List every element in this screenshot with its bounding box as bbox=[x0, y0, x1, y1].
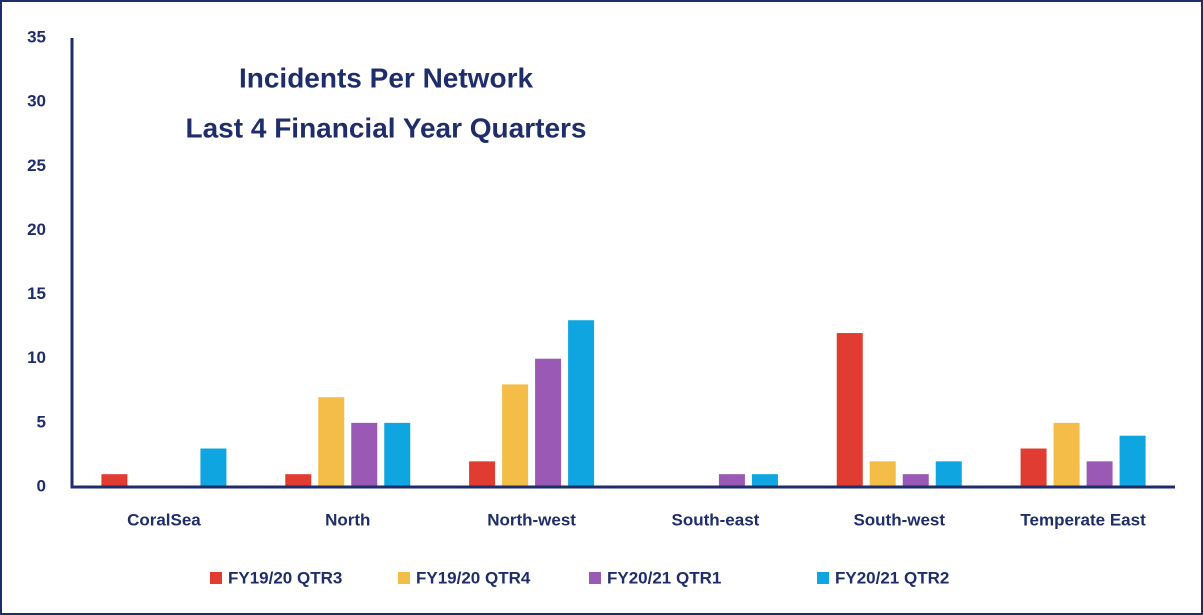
bar bbox=[1119, 435, 1146, 487]
bar bbox=[200, 448, 227, 487]
y-tick-label: 10 bbox=[27, 348, 46, 367]
bar bbox=[1053, 422, 1080, 487]
bar bbox=[469, 461, 496, 487]
bar bbox=[902, 474, 929, 487]
bar bbox=[318, 397, 345, 487]
bar bbox=[285, 474, 312, 487]
bar bbox=[568, 320, 595, 487]
y-tick-label: 15 bbox=[27, 284, 46, 303]
legend-swatch bbox=[398, 572, 410, 584]
bar bbox=[836, 333, 863, 487]
x-tick-label: Temperate East bbox=[1020, 510, 1146, 529]
chart-title: Incidents Per Network bbox=[239, 62, 534, 93]
x-tick-label: North bbox=[325, 510, 370, 529]
y-tick-label: 30 bbox=[27, 92, 46, 111]
legend-swatch bbox=[589, 572, 601, 584]
legend-label: FY19/20 QTR4 bbox=[416, 568, 531, 587]
chart-subtitle: Last 4 Financial Year Quarters bbox=[185, 112, 586, 143]
bar bbox=[101, 474, 128, 487]
legend-swatch bbox=[210, 572, 222, 584]
bar bbox=[1086, 461, 1113, 487]
x-tick-label: CoralSea bbox=[127, 510, 201, 529]
bar bbox=[384, 422, 411, 487]
bar bbox=[935, 461, 962, 487]
legend-label: FY20/21 QTR1 bbox=[607, 568, 721, 587]
bar bbox=[751, 474, 778, 487]
legend-label: FY19/20 QTR3 bbox=[228, 568, 342, 587]
x-tick-label: North-west bbox=[487, 510, 576, 529]
y-tick-label: 35 bbox=[27, 27, 46, 46]
bar bbox=[351, 422, 378, 487]
bar bbox=[718, 474, 745, 487]
legend-swatch bbox=[817, 572, 829, 584]
y-tick-label: 20 bbox=[27, 220, 46, 239]
bar bbox=[869, 461, 896, 487]
x-tick-label: South-west bbox=[853, 510, 945, 529]
y-tick-label: 25 bbox=[27, 156, 46, 175]
bar bbox=[535, 358, 562, 487]
legend-label: FY20/21 QTR2 bbox=[835, 568, 949, 587]
y-tick-label: 5 bbox=[37, 412, 46, 431]
x-tick-label: South-east bbox=[671, 510, 759, 529]
bar bbox=[1020, 448, 1047, 487]
y-tick-label: 0 bbox=[37, 476, 46, 495]
bar bbox=[502, 384, 529, 487]
